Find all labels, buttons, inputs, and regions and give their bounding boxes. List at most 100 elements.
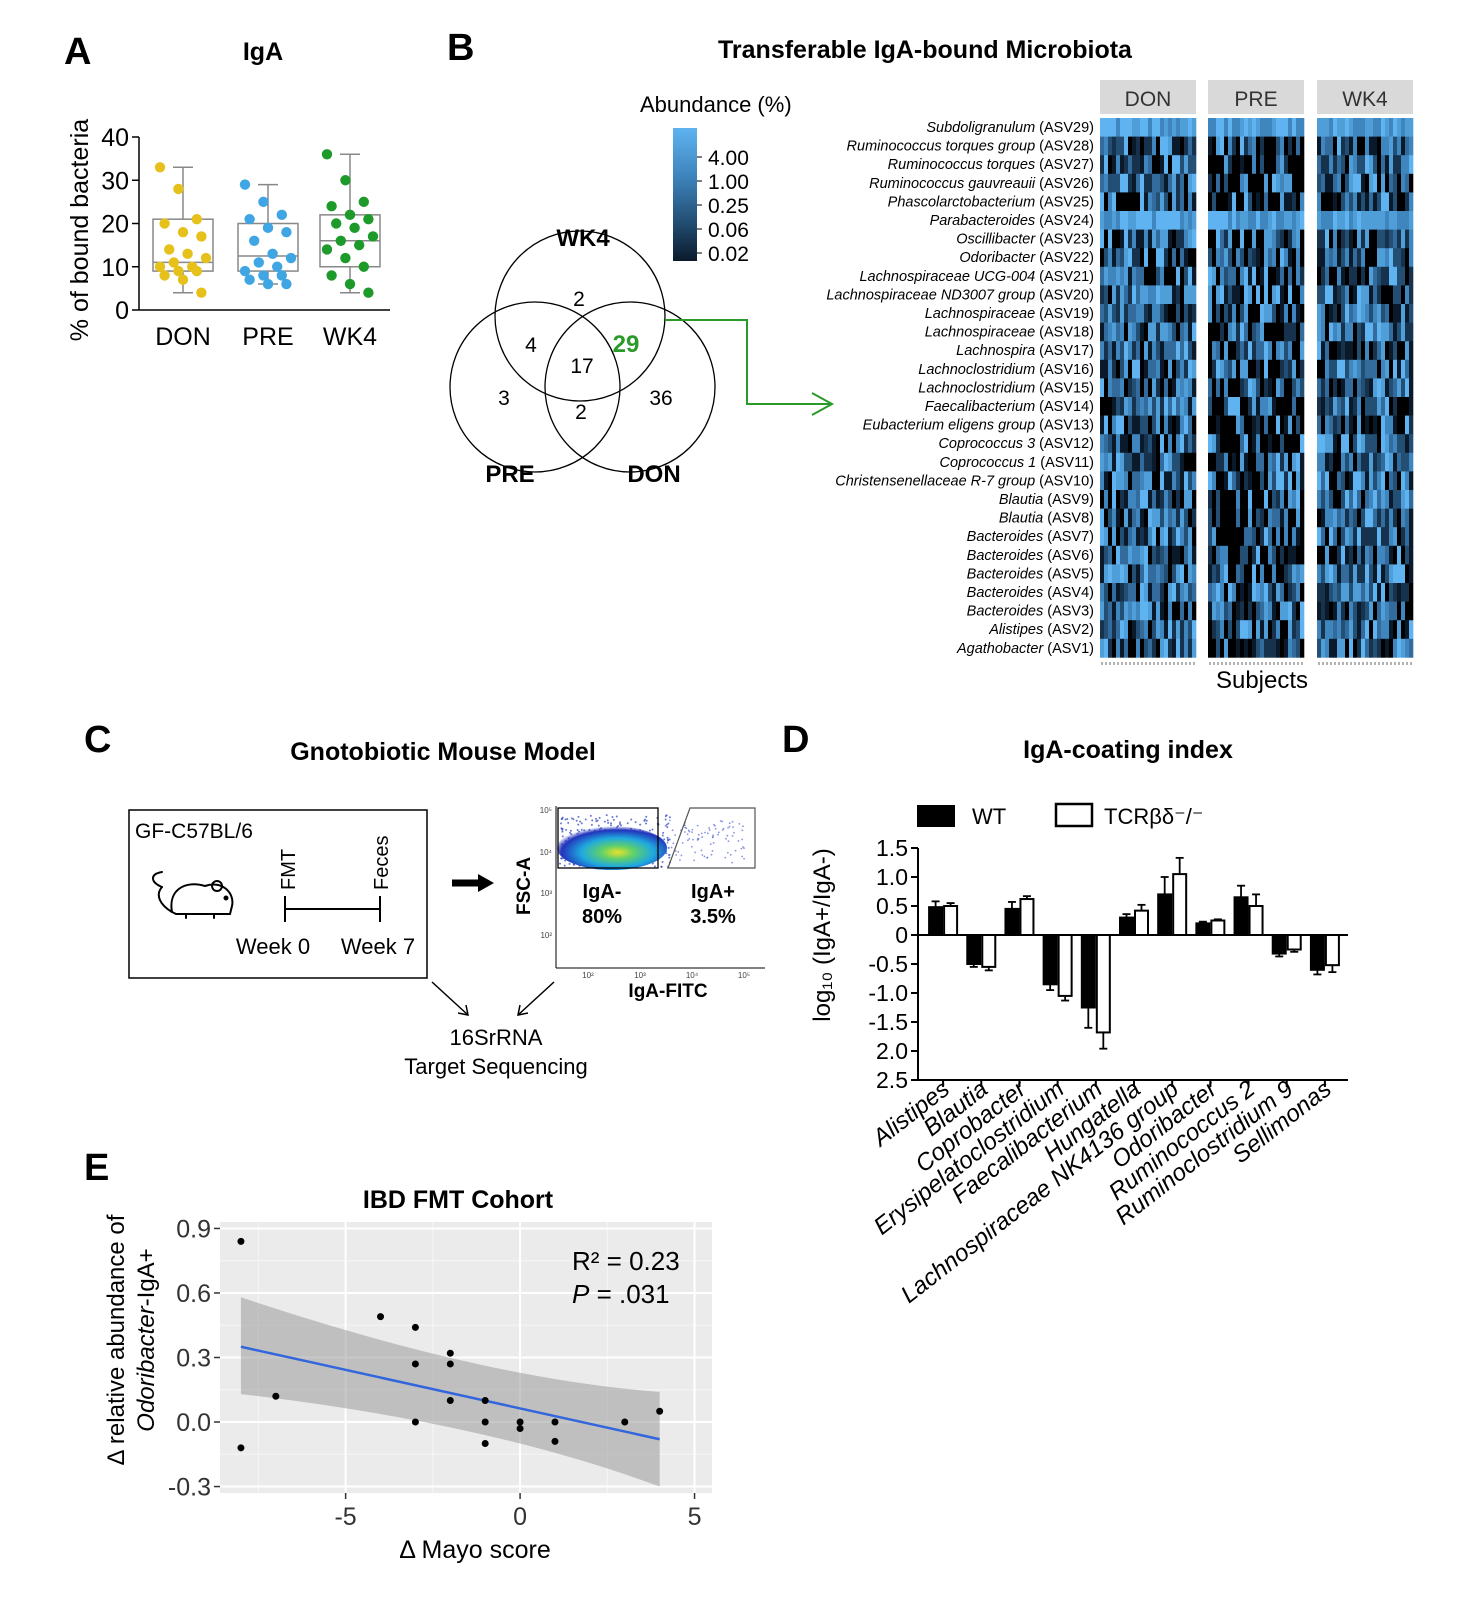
heatmap-cell [1337, 564, 1342, 584]
heatmap-cell [1345, 285, 1350, 305]
heatmap-cell [1321, 397, 1326, 416]
heatmap-cell [1236, 638, 1241, 658]
heatmap-cell [1136, 248, 1141, 268]
flow-event [598, 816, 601, 819]
heatmap-cell [1112, 545, 1117, 565]
heatmap-cell [1325, 490, 1330, 509]
heatmap-cell [1216, 471, 1221, 491]
heatmap-cell [1345, 359, 1350, 379]
d-bar-wt [1233, 896, 1249, 936]
flow-event [712, 834, 714, 837]
heatmap-cell [1184, 229, 1189, 249]
heatmap-cell [1224, 173, 1229, 193]
heatmap-cell [1120, 471, 1125, 491]
heatmap-cell [1172, 285, 1177, 305]
heatmap-cell [1220, 192, 1225, 212]
heatmap-cell [1369, 415, 1374, 435]
row-genus: Lachnospiraceae [925, 306, 1035, 322]
heatmap-cell [1284, 415, 1289, 435]
heatmap-cell [1112, 397, 1117, 416]
flow-event [620, 824, 623, 827]
heatmap-cell [1248, 192, 1253, 212]
heatmap-cell [1180, 322, 1185, 342]
heatmap-row-label: Eubacterium eligens group (ASV13) [863, 418, 1094, 434]
heatmap-cell [1108, 322, 1113, 342]
heatmap-cell [1272, 155, 1277, 175]
heatmap-cell [1369, 155, 1374, 175]
flow-event [722, 827, 725, 830]
heatmap-cell [1329, 173, 1334, 193]
heatmap-cell [1341, 359, 1346, 379]
heatmap-cell [1345, 564, 1350, 584]
heatmap-cell [1192, 490, 1197, 509]
heatmap-cell [1208, 211, 1213, 230]
heatmap-cell [1337, 620, 1342, 640]
heatmap-cell [1264, 638, 1269, 658]
heatmap-cell [1212, 490, 1217, 509]
heatmap-cell [1353, 322, 1358, 342]
heatmap-cell [1176, 471, 1181, 491]
heatmap-cell [1216, 192, 1221, 212]
heatmap-cell [1116, 136, 1121, 156]
heatmap-cell [1268, 601, 1273, 621]
heatmap-cell [1212, 229, 1217, 249]
heatmap-cell [1365, 471, 1370, 491]
heatmap-cell [1116, 341, 1121, 361]
heatmap-cell [1341, 341, 1346, 361]
heatmap-cell [1148, 136, 1153, 156]
legend-label: 0.06 [708, 219, 749, 242]
heatmap-cell [1236, 211, 1241, 230]
heatmap-cell [1156, 359, 1161, 379]
heatmap-cell [1128, 322, 1133, 342]
heatmap-cell [1345, 638, 1350, 658]
heatmap-cell [1268, 266, 1273, 286]
a-point [168, 257, 179, 268]
heatmap-cell [1132, 248, 1137, 268]
flow-event [709, 843, 712, 846]
heatmap-cell [1168, 415, 1173, 435]
flow-event [734, 849, 737, 852]
heatmap-cell [1377, 359, 1382, 379]
heatmap-cell [1220, 638, 1225, 658]
heatmap-cell [1276, 508, 1281, 528]
heatmap-cell [1120, 452, 1125, 472]
heatmap-cell [1208, 434, 1213, 454]
heatmap-cell [1381, 173, 1386, 193]
heatmap-cell [1252, 173, 1257, 193]
heatmap-cell [1284, 471, 1289, 491]
heatmap-cell [1393, 378, 1398, 398]
heatmap-cell [1381, 490, 1386, 509]
heatmap-cell [1248, 266, 1253, 286]
heatmap-cell [1409, 378, 1414, 398]
heatmap-cell [1397, 192, 1402, 212]
heatmap-cell [1397, 397, 1402, 416]
heatmap-cell [1405, 545, 1410, 565]
heatmap-cell [1337, 601, 1342, 621]
heatmap-cell [1104, 285, 1109, 305]
heatmap-cell [1321, 322, 1326, 342]
row-asv: (ASV21) [1035, 269, 1094, 285]
a-point [191, 265, 202, 277]
heatmap-cell [1329, 285, 1334, 305]
heatmap-cell [1148, 397, 1153, 416]
heatmap-cell [1321, 173, 1326, 193]
heatmap-cell [1353, 378, 1358, 398]
heatmap-cell [1124, 508, 1129, 528]
heatmap-cell [1160, 508, 1165, 528]
heatmap-cell [1156, 527, 1161, 547]
heatmap-cell [1353, 211, 1358, 230]
heatmap-cell [1100, 471, 1105, 491]
heatmap-cell [1164, 527, 1169, 547]
heatmap-cell [1341, 266, 1346, 286]
a-point [244, 213, 255, 225]
heatmap-cell [1192, 415, 1197, 435]
heatmap-cell [1317, 564, 1322, 584]
heatmap-cell [1152, 434, 1157, 454]
heatmap-cell [1365, 192, 1370, 212]
heatmap-cell [1100, 415, 1105, 435]
heatmap-cell [1116, 155, 1121, 175]
heatmap-cell [1228, 322, 1233, 342]
flow-event [692, 838, 694, 841]
e-point [411, 1418, 419, 1426]
heatmap-cell [1381, 118, 1386, 137]
